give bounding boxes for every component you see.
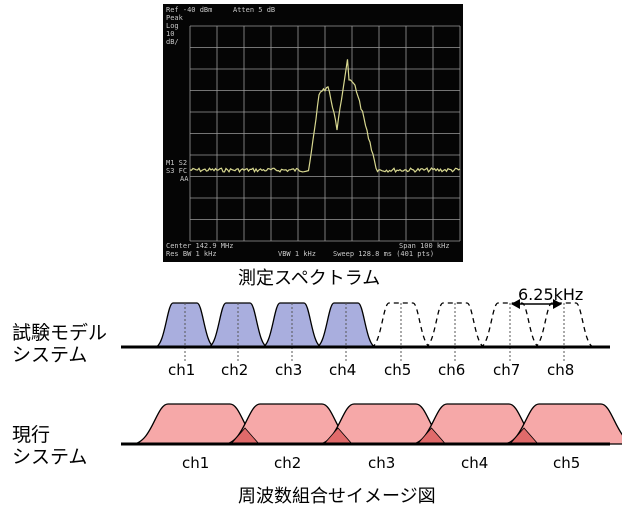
log-mode-text: Log: [166, 22, 179, 30]
test-channel-label: ch3: [275, 361, 303, 379]
spectrum-plot: [189, 25, 461, 242]
test-channel-label: ch7: [493, 361, 521, 379]
current-channel-lobe: [502, 403, 622, 445]
span-text: Span 100 kHz: [399, 242, 450, 250]
test-channel-label: ch1: [168, 361, 196, 379]
current-channel-label: ch5: [553, 454, 581, 472]
current-system-row: [121, 403, 622, 446]
current-system-label: 現行 システム: [12, 424, 88, 468]
center-freq-text: Center 142.9 MHz: [166, 242, 234, 250]
spectrum-caption: 測定スペクトラム: [238, 268, 381, 289]
peak-mode-text: Peak: [166, 14, 183, 22]
spacing-arrow-right-head: [553, 299, 562, 309]
spacing-label: 6.25kHz: [518, 285, 584, 304]
test-system-row: [121, 302, 610, 362]
current-channel-label: ch3: [368, 454, 396, 472]
scale-value-text: 10: [166, 30, 175, 38]
marker-aa-text: AA: [180, 175, 189, 183]
figure-caption: 周波数組合せイメージ図: [238, 486, 436, 507]
spectrum-analyzer-screen: Ref -40 dBm Atten 5 dB Peak Log 10 dB/ M…: [163, 4, 463, 262]
res-bw-text: Res BW 1 kHz: [166, 250, 217, 258]
ref-level-text: Ref -40 dBm: [166, 6, 213, 14]
test-channel-label: ch4: [329, 361, 357, 379]
spacing-arrow-left-head: [511, 299, 520, 309]
current-channel-label: ch2: [274, 454, 302, 472]
sweep-text: Sweep 128.8 ms (401 pts): [333, 250, 435, 258]
test-channel-label: ch6: [438, 361, 466, 379]
test-channel-label: ch5: [384, 361, 412, 379]
test-channel-label: ch8: [547, 361, 575, 379]
atten-text: Atten 5 dB: [233, 6, 276, 14]
current-channel-label: ch4: [461, 454, 489, 472]
marker-m1s2-text: M1 S2: [166, 159, 188, 167]
test-channel-lobe-dashed: [479, 302, 541, 348]
test-channel-lobe-dashed: [533, 302, 595, 348]
channel-spacing-arrow: [511, 299, 562, 309]
vbw-text: VBW 1 kHz: [278, 250, 316, 258]
test-system-label: 試験モデル システム: [12, 322, 108, 366]
test-channel-lobe-dashed: [424, 302, 486, 348]
current-channel-label: ch1: [182, 454, 210, 472]
marker-s3fc-text: S3 FC: [166, 167, 188, 175]
test-channel-lobe-dashed: [370, 302, 432, 348]
test-channel-label: ch2: [221, 361, 249, 379]
graticule-grid: [189, 25, 461, 242]
scale-unit-text: dB/: [166, 38, 179, 46]
spectrum-trace: [189, 59, 461, 174]
